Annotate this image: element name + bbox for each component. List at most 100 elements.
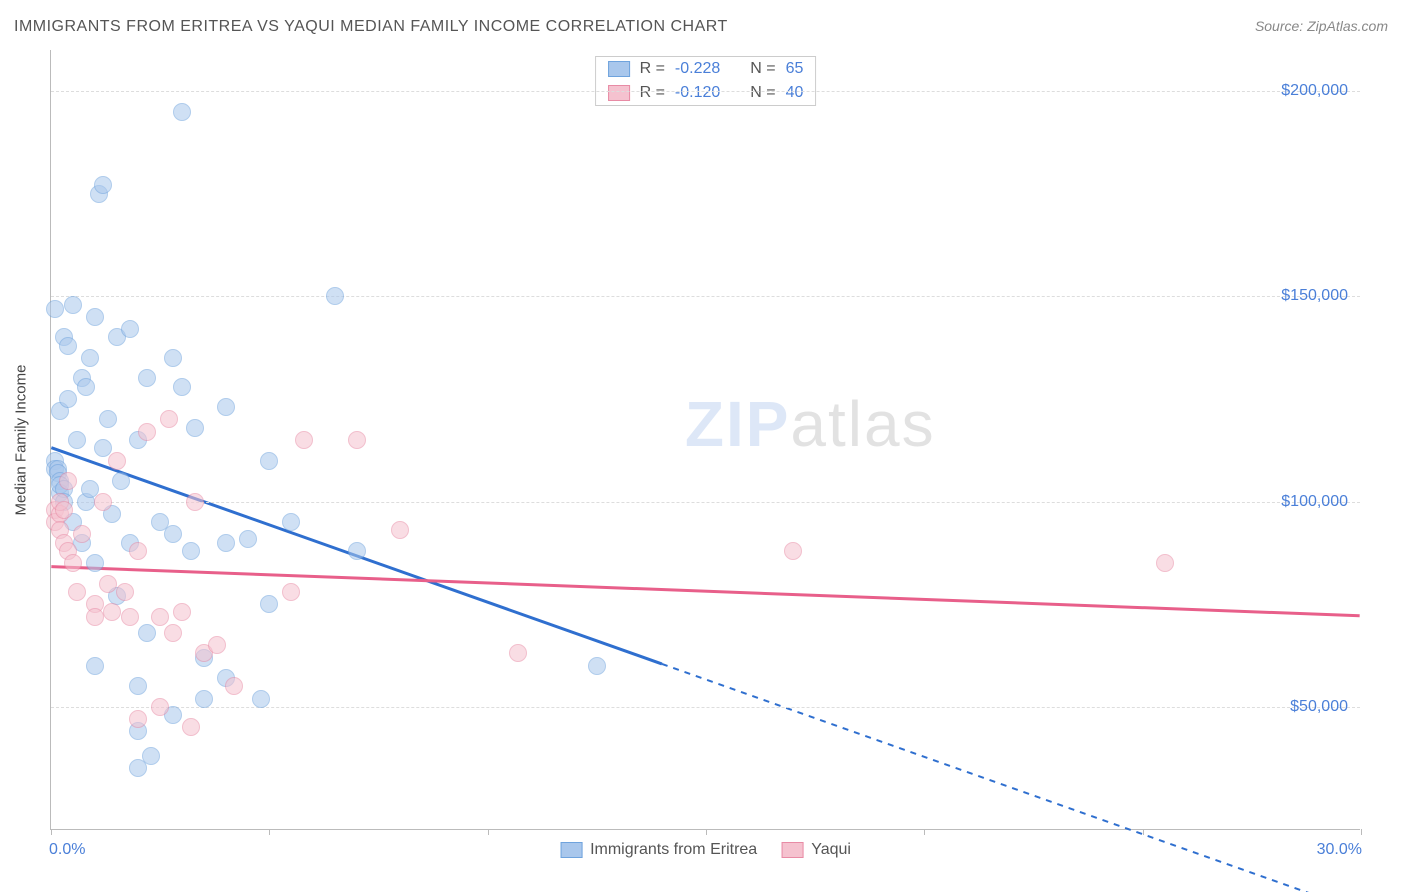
data-point (195, 690, 213, 708)
legend-label-series-0: Immigrants from Eritrea (590, 841, 757, 859)
data-point (94, 176, 112, 194)
legend-row-series-1: R = -0.120 N = 40 (596, 81, 816, 105)
legend-swatch-series-1 (608, 85, 630, 101)
legend-item-series-0: Immigrants from Eritrea (560, 841, 757, 859)
y-tick-label: $150,000 (1281, 287, 1348, 305)
data-point (182, 718, 200, 736)
data-point (164, 349, 182, 367)
x-tick (924, 829, 925, 835)
data-point (509, 644, 527, 662)
data-point (186, 493, 204, 511)
y-tick-label: $50,000 (1290, 698, 1348, 716)
data-point (348, 431, 366, 449)
data-point (46, 300, 64, 318)
data-point (217, 398, 235, 416)
data-point (348, 542, 366, 560)
data-point (1156, 554, 1174, 572)
data-point (68, 583, 86, 601)
data-point (160, 410, 178, 428)
chart-container: IMMIGRANTS FROM ERITREA VS YAQUI MEDIAN … (0, 0, 1406, 892)
data-point (129, 710, 147, 728)
legend-correlation-box: R = -0.228 N = 65 R = -0.120 N = 40 (595, 56, 817, 106)
data-point (81, 349, 99, 367)
watermark: ZIPatlas (685, 387, 936, 461)
n-value-series-1: 40 (786, 84, 804, 102)
data-point (59, 337, 77, 355)
legend-swatch-bottom-0 (560, 842, 582, 858)
data-point (173, 378, 191, 396)
data-point (99, 575, 117, 593)
data-point (86, 554, 104, 572)
x-axis-max-label: 30.0% (1317, 841, 1362, 859)
data-point (282, 513, 300, 531)
n-prefix: N = (750, 84, 775, 102)
data-point (208, 636, 226, 654)
data-point (64, 554, 82, 572)
data-point (784, 542, 802, 560)
source-attribution: Source: ZipAtlas.com (1255, 18, 1388, 34)
data-point (164, 525, 182, 543)
data-point (225, 677, 243, 695)
data-point (391, 521, 409, 539)
data-point (129, 677, 147, 695)
trend-lines-svg (51, 50, 1360, 829)
data-point (108, 452, 126, 470)
data-point (68, 431, 86, 449)
legend-swatch-series-0 (608, 61, 630, 77)
trend-line (51, 567, 1359, 616)
data-point (59, 472, 77, 490)
data-point (59, 390, 77, 408)
data-point (77, 378, 95, 396)
data-point (103, 603, 121, 621)
data-point (252, 690, 270, 708)
data-point (164, 624, 182, 642)
legend-series-names: Immigrants from Eritrea Yaqui (560, 841, 851, 859)
data-point (151, 608, 169, 626)
data-point (129, 542, 147, 560)
data-point (182, 542, 200, 560)
data-point (326, 287, 344, 305)
legend-row-series-0: R = -0.228 N = 65 (596, 57, 816, 81)
r-value-series-1: -0.120 (675, 84, 720, 102)
chart-title: IMMIGRANTS FROM ERITREA VS YAQUI MEDIAN … (14, 18, 728, 36)
data-point (64, 296, 82, 314)
r-value-series-0: -0.228 (675, 60, 720, 78)
n-value-series-0: 65 (786, 60, 804, 78)
data-point (142, 747, 160, 765)
x-axis-min-label: 0.0% (49, 841, 85, 859)
data-point (55, 501, 73, 519)
data-point (151, 698, 169, 716)
data-point (173, 603, 191, 621)
x-tick (51, 829, 52, 835)
x-tick (269, 829, 270, 835)
r-prefix: R = (640, 84, 665, 102)
data-point (73, 525, 91, 543)
data-point (260, 595, 278, 613)
gridline (51, 296, 1360, 297)
legend-item-series-1: Yaqui (781, 841, 851, 859)
legend-swatch-bottom-1 (781, 842, 803, 858)
data-point (116, 583, 134, 601)
watermark-rest: atlas (790, 388, 935, 460)
data-point (86, 308, 104, 326)
data-point (588, 657, 606, 675)
x-tick (1143, 829, 1144, 835)
data-point (86, 657, 104, 675)
data-point (121, 320, 139, 338)
y-tick-label: $100,000 (1281, 493, 1348, 511)
data-point (138, 423, 156, 441)
data-point (282, 583, 300, 601)
gridline (51, 91, 1360, 92)
data-point (138, 369, 156, 387)
gridline (51, 502, 1360, 503)
data-point (138, 624, 156, 642)
y-axis-label: Median Family Income (13, 364, 30, 515)
data-point (173, 103, 191, 121)
r-prefix: R = (640, 60, 665, 78)
x-tick (1361, 829, 1362, 835)
data-point (217, 534, 235, 552)
n-prefix: N = (750, 60, 775, 78)
y-tick-label: $200,000 (1281, 82, 1348, 100)
data-point (186, 419, 204, 437)
data-point (112, 472, 130, 490)
